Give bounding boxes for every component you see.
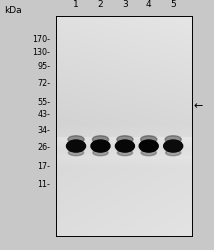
Text: 4: 4 [146, 0, 152, 8]
Text: 34-: 34- [37, 126, 50, 135]
Text: 130-: 130- [32, 48, 50, 57]
Ellipse shape [165, 136, 181, 143]
Text: 72-: 72- [37, 79, 50, 88]
Text: 43-: 43- [37, 110, 50, 119]
Ellipse shape [92, 136, 108, 143]
Ellipse shape [115, 140, 134, 152]
Text: 95-: 95- [37, 62, 50, 71]
Ellipse shape [117, 150, 132, 156]
Text: 11-: 11- [37, 180, 50, 189]
Ellipse shape [166, 150, 181, 156]
Ellipse shape [164, 140, 183, 152]
Text: 17-: 17- [37, 162, 50, 172]
Text: kDa: kDa [4, 6, 22, 15]
Text: 2: 2 [98, 0, 103, 8]
Ellipse shape [91, 140, 110, 152]
Ellipse shape [141, 150, 156, 156]
Text: 3: 3 [122, 0, 128, 8]
Ellipse shape [117, 136, 133, 143]
Ellipse shape [141, 136, 157, 143]
Text: 1: 1 [73, 0, 79, 8]
Text: ←: ← [194, 102, 203, 112]
Text: 55-: 55- [37, 98, 50, 106]
Ellipse shape [93, 150, 108, 156]
Ellipse shape [68, 150, 84, 156]
Ellipse shape [139, 140, 158, 152]
Ellipse shape [68, 136, 84, 143]
Ellipse shape [67, 140, 86, 152]
Text: 5: 5 [170, 0, 176, 8]
Text: 170-: 170- [32, 35, 50, 44]
Text: 26-: 26- [37, 143, 50, 152]
